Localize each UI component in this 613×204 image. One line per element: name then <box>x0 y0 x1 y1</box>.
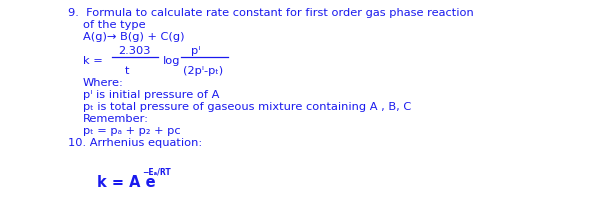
Text: of the type: of the type <box>83 20 146 30</box>
Text: k =: k = <box>83 56 103 66</box>
Text: t: t <box>125 66 129 76</box>
Text: 9.  Formula to calculate rate constant for first order gas phase reaction: 9. Formula to calculate rate constant fo… <box>68 8 474 18</box>
Text: 2.303: 2.303 <box>118 46 151 56</box>
Text: k = A e: k = A e <box>97 174 156 189</box>
Text: −Eₐ/RT: −Eₐ/RT <box>142 167 171 176</box>
Text: (2pᴵ-pₜ): (2pᴵ-pₜ) <box>183 66 223 76</box>
Text: Where:: Where: <box>83 78 124 88</box>
Text: log: log <box>163 56 180 66</box>
Text: pᴵ is initial pressure of A: pᴵ is initial pressure of A <box>83 90 219 100</box>
Text: Remember:: Remember: <box>83 113 149 123</box>
Text: pₜ is total pressure of gaseous mixture containing A , B, C: pₜ is total pressure of gaseous mixture … <box>83 102 411 111</box>
Text: A(g)→ B(g) + C(g): A(g)→ B(g) + C(g) <box>83 32 185 42</box>
Text: 10. Arrhenius equation:: 10. Arrhenius equation: <box>68 137 202 147</box>
Text: pᴵ: pᴵ <box>191 46 200 56</box>
Text: pₜ = pₐ + p₂ + pᴄ: pₜ = pₐ + p₂ + pᴄ <box>83 125 181 135</box>
